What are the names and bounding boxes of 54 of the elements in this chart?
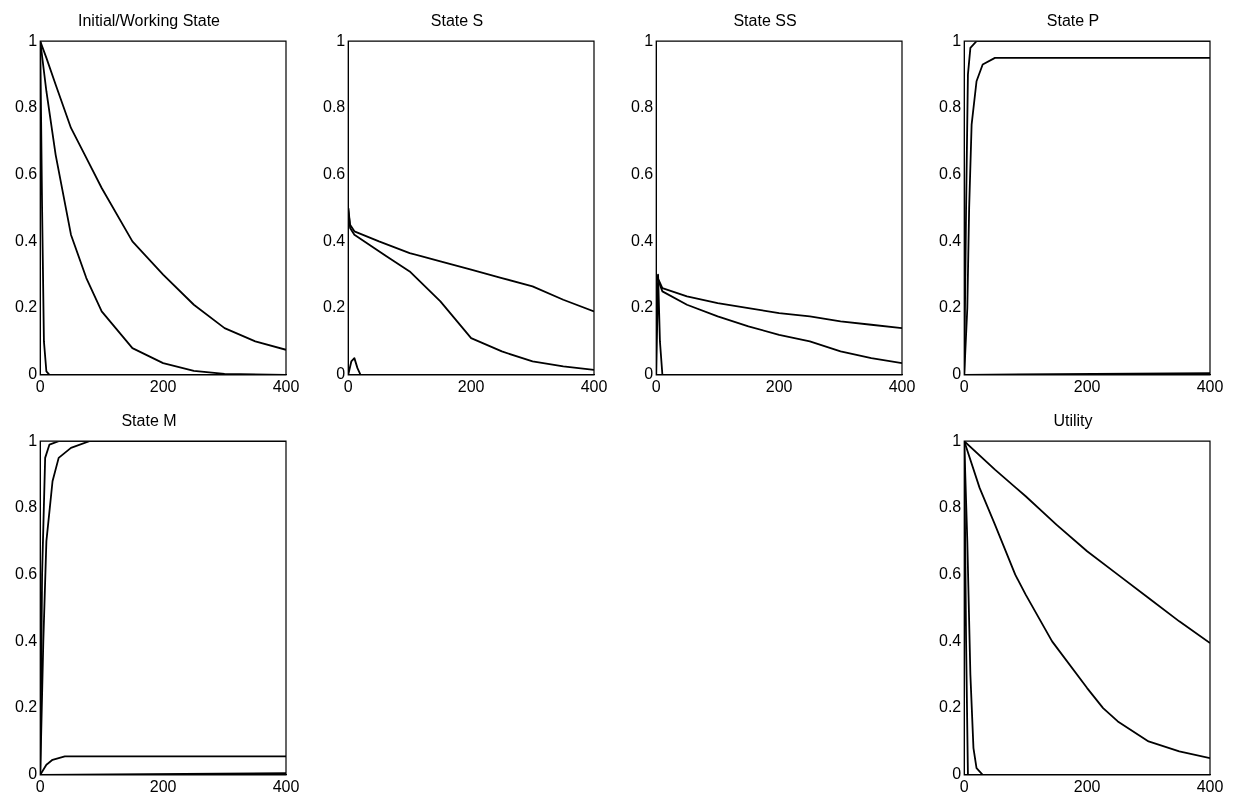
- y-tick-label: 0.8: [14, 498, 38, 516]
- x-tick-label: 200: [1073, 777, 1101, 795]
- y-tick-label: 0.6: [14, 565, 38, 583]
- y-tick-label: 0.4: [630, 231, 654, 249]
- y-tick-label: 0.4: [322, 231, 346, 249]
- y-tick-label: 0.2: [630, 298, 654, 316]
- y-tick-label: 1: [28, 431, 38, 449]
- x-tick-label: 400: [888, 377, 916, 395]
- y-tick-label: 0: [336, 365, 346, 383]
- y-tick-label: 0.6: [630, 165, 654, 183]
- x-tick-label: 200: [149, 777, 177, 795]
- chart-title: State S: [430, 12, 484, 30]
- chart-title: Utility: [1053, 412, 1093, 430]
- y-tick-label: 0.6: [938, 165, 962, 183]
- x-tick-label: 400: [1196, 777, 1224, 795]
- x-tick-label: 200: [149, 377, 177, 395]
- y-tick-label: 1: [644, 31, 654, 49]
- y-tick-label: 0.4: [938, 631, 962, 649]
- y-tick-label: 0.8: [630, 98, 654, 116]
- chart-title: State SS: [733, 12, 797, 30]
- y-tick-label: 0.2: [14, 298, 38, 316]
- x-tick-label: 400: [272, 377, 300, 395]
- y-tick-label: 1: [336, 31, 346, 49]
- x-tick-label: 400: [580, 377, 608, 395]
- x-tick-label: 400: [1196, 377, 1224, 395]
- y-tick-label: 0: [28, 765, 38, 783]
- x-tick-label: 200: [457, 377, 485, 395]
- y-tick-label: 0.2: [14, 698, 38, 716]
- y-tick-label: 0.2: [938, 698, 962, 716]
- y-tick-label: 1: [952, 431, 962, 449]
- y-tick-label: 0.2: [322, 298, 346, 316]
- y-tick-label: 0.4: [14, 231, 38, 249]
- y-tick-label: 0: [644, 365, 654, 383]
- y-tick-label: 0.8: [938, 98, 962, 116]
- x-tick-label: 400: [272, 777, 300, 795]
- y-tick-label: 1: [28, 31, 38, 49]
- y-tick-label: 0.4: [14, 631, 38, 649]
- x-tick-label: 200: [765, 377, 793, 395]
- y-tick-label: 0: [28, 365, 38, 383]
- y-tick-label: 0.6: [322, 165, 346, 183]
- chart-title: Initial/Working State: [78, 12, 221, 30]
- y-tick-label: 0.6: [938, 565, 962, 583]
- y-tick-label: 0.2: [938, 298, 962, 316]
- y-tick-label: 0: [952, 765, 962, 783]
- y-tick-label: 1: [952, 31, 962, 49]
- chart-title: State P: [1046, 12, 1100, 30]
- chart-title: State M: [121, 412, 177, 430]
- y-tick-label: 0.8: [322, 98, 346, 116]
- y-tick-label: 0.6: [14, 165, 38, 183]
- y-tick-label: 0.4: [938, 231, 962, 249]
- y-tick-label: 0: [952, 365, 962, 383]
- y-tick-label: 0.8: [14, 98, 38, 116]
- x-tick-label: 200: [1073, 377, 1101, 395]
- y-tick-label: 0.8: [938, 498, 962, 516]
